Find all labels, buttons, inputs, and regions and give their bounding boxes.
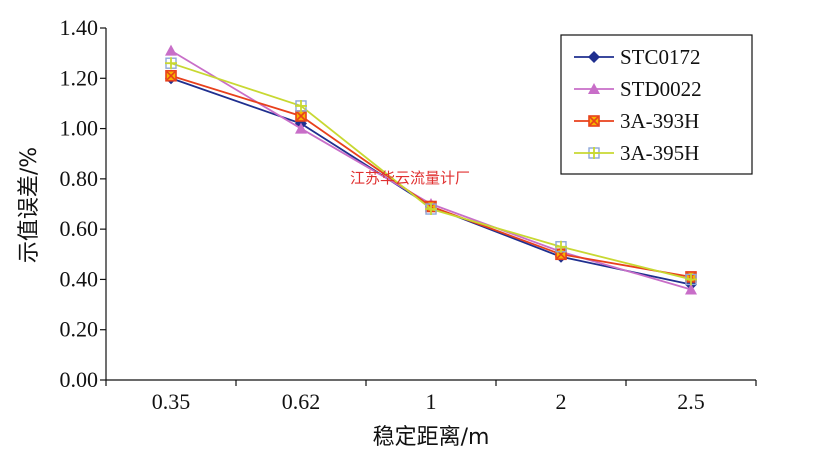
data-point-3a-395h: [425, 203, 437, 216]
data-point-std0022: [165, 44, 177, 56]
legend-swatch-marker-3a-393h: [588, 115, 600, 127]
x-tick-label: 0.62: [282, 389, 321, 414]
legend-label-3a-393h: 3A-393H: [620, 109, 699, 133]
y-tick-label: 0.60: [60, 216, 99, 241]
legend-swatch-marker-std0022: [588, 83, 600, 94]
legend-swatch-marker-stc0172: [588, 51, 600, 63]
legend-label-stc0172: STC0172: [620, 45, 701, 69]
legend-swatch-marker-3a-395h: [588, 147, 600, 159]
y-tick-label: 0.20: [60, 317, 99, 342]
y-tick-label: 1.40: [60, 15, 99, 40]
data-point-3a-393h: [295, 110, 307, 122]
x-tick-label: 0.35: [152, 389, 191, 414]
marker-plus: [295, 99, 307, 112]
marker-cross: [166, 71, 176, 81]
data-point-std0022: [295, 122, 307, 134]
x-tick-label: 2.5: [677, 389, 705, 414]
y-tick-label: 0.80: [60, 166, 99, 191]
y-axis-title: 示值误差/%: [17, 147, 42, 263]
data-point-3a-395h: [295, 99, 307, 112]
data-point-3a-395h: [555, 240, 567, 253]
data-point-3a-395h: [165, 57, 177, 70]
series-lines: [165, 44, 697, 295]
marker-plus: [588, 147, 600, 159]
axes: [100, 27, 757, 386]
marker-cross: [589, 116, 599, 126]
tick-labels: 0.00 0.20 0.40 0.60 0.80 1.00 1.20 1.40 0.35 0.62…: [60, 15, 705, 414]
legend: STC0172 STD0022 3A-393H 3A-395H: [560, 34, 753, 175]
x-tick-label: 1: [426, 389, 437, 414]
marker-plus: [685, 273, 697, 286]
x-tick-label: 2: [556, 389, 567, 414]
marker-plus: [555, 240, 567, 253]
y-tick-label: 0.00: [60, 367, 99, 392]
y-tick-label: 1.00: [60, 116, 99, 141]
legend-label-std0022: STD0022: [620, 77, 702, 101]
marker-plus: [425, 203, 437, 216]
legend-label-3a-395h: 3A-395H: [620, 141, 699, 165]
y-tick-label: 1.20: [60, 65, 99, 90]
watermark-text: 江苏华云流量计厂: [350, 169, 470, 187]
y-tick-label: 0.40: [60, 266, 99, 291]
x-axis-title: 稳定距离/m: [373, 425, 490, 450]
marker-plus: [165, 57, 177, 70]
data-point-3a-393h: [165, 69, 177, 82]
marker-cross: [296, 111, 306, 121]
data-point-std0022: [685, 283, 697, 295]
data-point-3a-395h: [685, 273, 697, 286]
